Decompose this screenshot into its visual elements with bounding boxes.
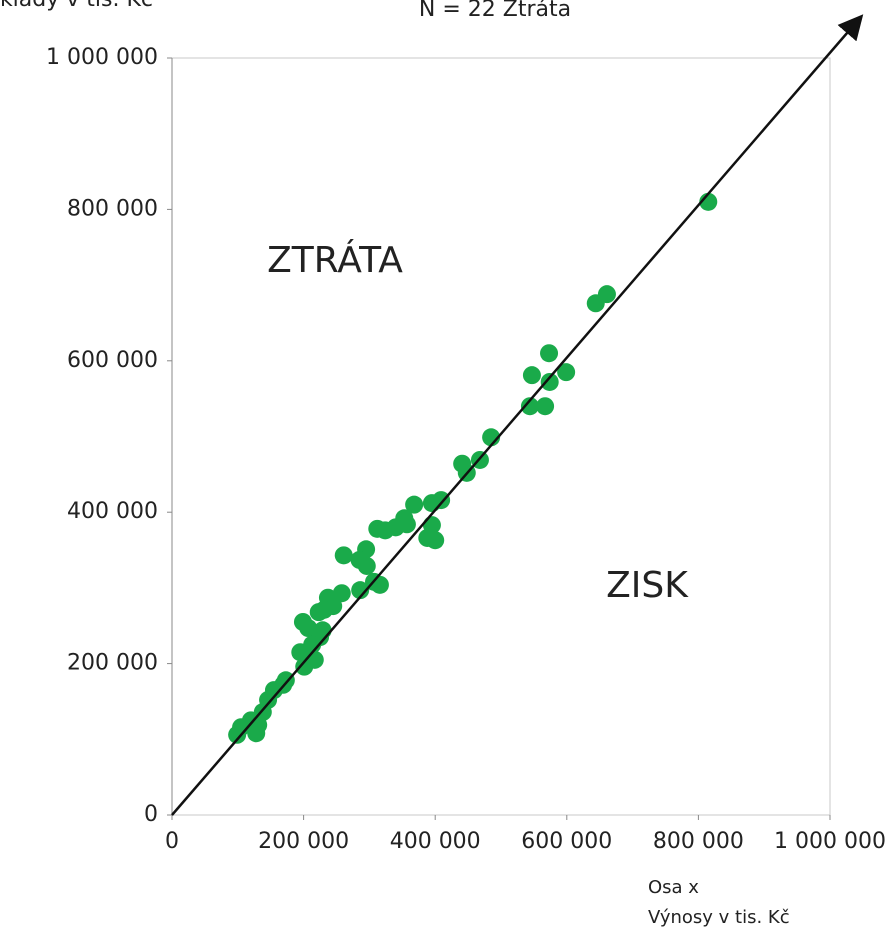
x-tick-label: 1 000 000 (774, 829, 886, 854)
point (397, 515, 416, 534)
point (295, 657, 314, 676)
point (376, 521, 395, 540)
point (332, 584, 351, 603)
x-axis-label: Osa x (648, 877, 699, 898)
y-tick-label: 200 000 (67, 651, 158, 676)
y-axis-label: Náklady v tis. Kč (0, 0, 153, 12)
x-tick-label: 200 000 (258, 829, 349, 854)
chart-title: N = 22 Ztráta (419, 0, 571, 22)
y-tick-label: 400 000 (67, 499, 158, 524)
point (522, 366, 541, 385)
point (314, 600, 333, 619)
x-axis-label: Výnosy v tis. Kč (648, 907, 790, 928)
point (291, 643, 310, 662)
y-tick-label: 800 000 (67, 196, 158, 221)
point (357, 556, 376, 575)
point (351, 581, 370, 600)
y-tick-label: 600 000 (67, 348, 158, 373)
point (426, 531, 445, 550)
point (228, 725, 247, 744)
annotation: ZTRÁTA (267, 239, 403, 281)
x-tick-label: 600 000 (521, 829, 612, 854)
point (520, 397, 539, 416)
x-tick-label: 400 000 (390, 829, 481, 854)
point (370, 575, 389, 594)
y-tick-label: 0 (144, 802, 158, 827)
point (540, 372, 559, 391)
y-tick-label: 1 000 000 (46, 45, 158, 70)
point (536, 397, 555, 416)
point (597, 285, 616, 304)
point (405, 495, 424, 514)
x-tick-label: 800 000 (653, 829, 744, 854)
point (540, 344, 559, 363)
point (557, 363, 576, 382)
point (334, 546, 353, 565)
point (422, 494, 441, 513)
diagonal (171, 14, 864, 816)
point (247, 724, 266, 743)
annotation: ZISK (606, 565, 689, 606)
x-tick-label: 0 (165, 829, 179, 854)
